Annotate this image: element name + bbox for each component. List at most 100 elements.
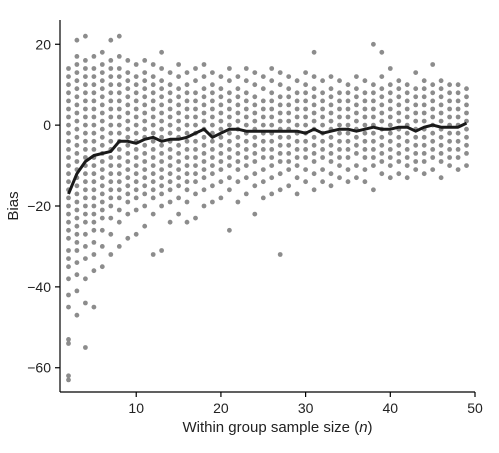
scatter-point bbox=[337, 138, 342, 144]
y-tick-label: 0 bbox=[43, 117, 51, 133]
x-tick-label: 40 bbox=[383, 400, 399, 416]
scatter-point bbox=[464, 163, 469, 169]
scatter-point bbox=[210, 106, 215, 112]
scatter-point bbox=[99, 102, 105, 108]
scatter-point bbox=[430, 114, 436, 120]
scatter-point bbox=[150, 171, 156, 177]
scatter-point bbox=[150, 147, 156, 152]
scatter-point bbox=[108, 122, 114, 128]
scatter-point bbox=[354, 74, 359, 79]
scatter-point bbox=[320, 98, 325, 104]
scatter-point bbox=[91, 171, 97, 177]
scatter-point bbox=[438, 151, 444, 156]
scatter-point bbox=[176, 142, 182, 148]
scatter-point bbox=[116, 33, 122, 39]
scatter-point bbox=[337, 175, 342, 181]
scatter-point bbox=[320, 90, 325, 96]
scatter-point bbox=[227, 114, 232, 120]
scatter-point bbox=[142, 151, 148, 156]
scatter-point bbox=[150, 114, 156, 120]
scatter-point bbox=[66, 82, 71, 88]
scatter-point bbox=[74, 207, 80, 213]
scatter-point bbox=[235, 110, 241, 116]
scatter-point bbox=[235, 118, 241, 124]
scatter-point bbox=[455, 138, 461, 144]
scatter-point bbox=[74, 142, 80, 148]
scatter-point bbox=[252, 142, 258, 148]
scatter-point bbox=[201, 94, 207, 100]
scatter-point bbox=[227, 98, 232, 104]
scatter-point bbox=[159, 203, 165, 209]
scatter-point bbox=[235, 142, 241, 148]
scatter-point bbox=[142, 175, 148, 181]
scatter-point bbox=[413, 118, 419, 124]
scatter-point bbox=[421, 171, 427, 177]
scatter-point bbox=[218, 151, 224, 156]
scatter-point bbox=[66, 90, 71, 96]
scatter-point bbox=[345, 114, 351, 120]
scatter-point bbox=[294, 191, 300, 197]
scatter-point bbox=[133, 122, 139, 128]
scatter-point bbox=[91, 66, 97, 71]
scatter-point bbox=[277, 171, 283, 177]
scatter-point bbox=[74, 260, 80, 265]
scatter-point bbox=[421, 110, 427, 116]
scatter-point bbox=[74, 110, 80, 116]
scatter-point bbox=[201, 187, 207, 193]
scatter-point bbox=[108, 138, 114, 144]
x-axis-label-italic: n bbox=[359, 419, 367, 436]
scatter-point bbox=[74, 240, 80, 245]
scatter-point bbox=[260, 86, 266, 92]
scatter-point bbox=[303, 114, 308, 120]
scatter-point bbox=[252, 159, 258, 164]
scatter-point bbox=[150, 106, 156, 112]
scatter-point bbox=[150, 90, 156, 96]
scatter-point bbox=[362, 147, 368, 152]
scatter-point bbox=[176, 118, 182, 124]
scatter-point bbox=[116, 82, 122, 88]
scatter-point bbox=[337, 122, 342, 128]
scatter-point bbox=[371, 90, 376, 96]
scatter-point bbox=[125, 142, 131, 148]
scatter-point bbox=[116, 54, 122, 59]
scatter-point bbox=[133, 179, 139, 185]
scatter-point bbox=[286, 118, 292, 124]
scatter-point bbox=[108, 215, 114, 221]
scatter-point bbox=[269, 98, 275, 104]
scatter-point bbox=[159, 183, 165, 189]
scatter-point bbox=[150, 252, 156, 257]
scatter-point bbox=[83, 203, 88, 209]
scatter-point bbox=[379, 142, 385, 148]
scatter-point bbox=[167, 199, 173, 205]
scatter-point bbox=[83, 179, 88, 185]
scatter-point bbox=[311, 102, 317, 108]
scatter-point bbox=[184, 98, 190, 104]
scatter-point bbox=[167, 98, 173, 104]
scatter-point bbox=[150, 187, 156, 193]
scatter-point bbox=[303, 82, 308, 88]
scatter-point bbox=[269, 66, 275, 71]
scatter-point bbox=[108, 163, 114, 169]
scatter-point bbox=[184, 155, 190, 160]
scatter-point bbox=[421, 134, 427, 140]
scatter-point bbox=[269, 106, 275, 112]
scatter-point bbox=[243, 147, 249, 152]
scatter-point bbox=[99, 142, 105, 148]
scatter-point bbox=[447, 106, 452, 112]
scatter-point bbox=[83, 147, 88, 152]
scatter-point bbox=[91, 98, 97, 104]
scatter-point bbox=[387, 163, 393, 169]
scatter-point bbox=[108, 203, 114, 209]
scatter-point bbox=[142, 159, 148, 164]
scatter-points bbox=[66, 33, 469, 383]
scatter-point bbox=[66, 248, 71, 253]
scatter-point bbox=[193, 179, 198, 185]
scatter-point bbox=[362, 78, 368, 84]
scatter-point bbox=[193, 215, 198, 221]
scatter-point bbox=[447, 130, 452, 136]
scatter-point bbox=[108, 106, 114, 112]
scatter-point bbox=[421, 118, 427, 124]
scatter-point bbox=[150, 195, 156, 201]
scatter-point bbox=[210, 138, 215, 144]
